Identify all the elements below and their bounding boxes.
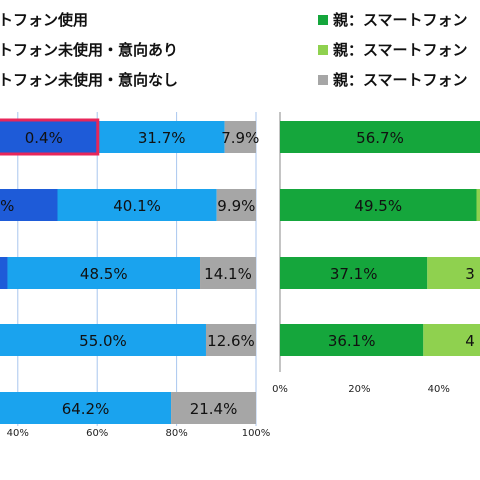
legend-label: トフォン使用 (0, 11, 89, 29)
data-label: 36.1% (328, 332, 376, 350)
legend-item: トフォン未使用・意向なし (0, 69, 178, 91)
legend-swatch-icon (318, 75, 328, 85)
legend-item: 親：スマートフォン (318, 39, 468, 61)
x-tick-label: 80% (165, 428, 187, 439)
bar-segment (280, 324, 424, 356)
bar-segment (0, 392, 172, 424)
bar-segment (171, 392, 256, 424)
bar-segment (423, 324, 480, 356)
bar-segment (7, 257, 201, 289)
legend-label: 親：スマートフォン (333, 11, 468, 29)
bar-segment (57, 189, 217, 221)
bar-segment (200, 257, 256, 289)
data-label: 0% (0, 197, 14, 215)
legend-label: 親：スマートフォン (333, 71, 468, 89)
bar-segment (216, 189, 256, 221)
data-label: 3 (465, 265, 475, 283)
legend-item: 親：スマートフォン (318, 69, 468, 91)
data-label: 31.7% (138, 129, 186, 147)
data-label: 48.5% (80, 265, 128, 283)
bar-segment (224, 121, 256, 153)
highlight-box (0, 118, 100, 156)
legend-item: トフォン未使用・意向あり (0, 39, 178, 61)
x-tick-label: 60% (86, 428, 108, 439)
bar-segment (280, 189, 477, 221)
data-label: 4 (465, 332, 475, 350)
x-tick-label: 40% (7, 428, 29, 439)
data-label: 55.0% (79, 332, 127, 350)
bar-segment (0, 121, 99, 153)
legend-label: トフォン未使用・意向なし (0, 71, 179, 89)
data-label: 12.6% (207, 332, 255, 350)
x-tick-label: 0% (272, 384, 288, 395)
x-tick-label: 20% (348, 384, 370, 395)
x-tick-label: 40% (428, 384, 450, 395)
legend-swatch-icon (318, 45, 328, 55)
data-label: 49.5% (354, 197, 402, 215)
x-tick-label: 100% (242, 428, 271, 439)
data-label: 14.1% (204, 265, 252, 283)
legend-swatch-icon (318, 15, 328, 25)
bar-segment (0, 189, 58, 221)
bar-segment (427, 257, 480, 289)
bar-segment (0, 324, 206, 356)
data-label: 37.1% (330, 265, 378, 283)
bar-segment (280, 257, 428, 289)
legend-item: トフォン使用 (0, 9, 88, 31)
legend-label: トフォン未使用・意向あり (0, 41, 179, 59)
data-label: 64.2% (62, 400, 110, 418)
bar-segment (98, 121, 225, 153)
data-label: 9.9% (217, 197, 255, 215)
data-label: 0.4% (25, 129, 63, 147)
data-label: 7.9% (221, 129, 259, 147)
bar-segment (205, 324, 256, 356)
data-label: 40.1% (113, 197, 161, 215)
data-label: 56.7% (356, 129, 404, 147)
bar-segment (0, 257, 8, 289)
bar-segment (280, 121, 480, 153)
legend-item: 親：スマートフォン (318, 9, 468, 31)
data-label: 21.4% (190, 400, 238, 418)
legend-label: 親：スマートフォン (333, 41, 468, 59)
bar-segment (476, 189, 480, 221)
